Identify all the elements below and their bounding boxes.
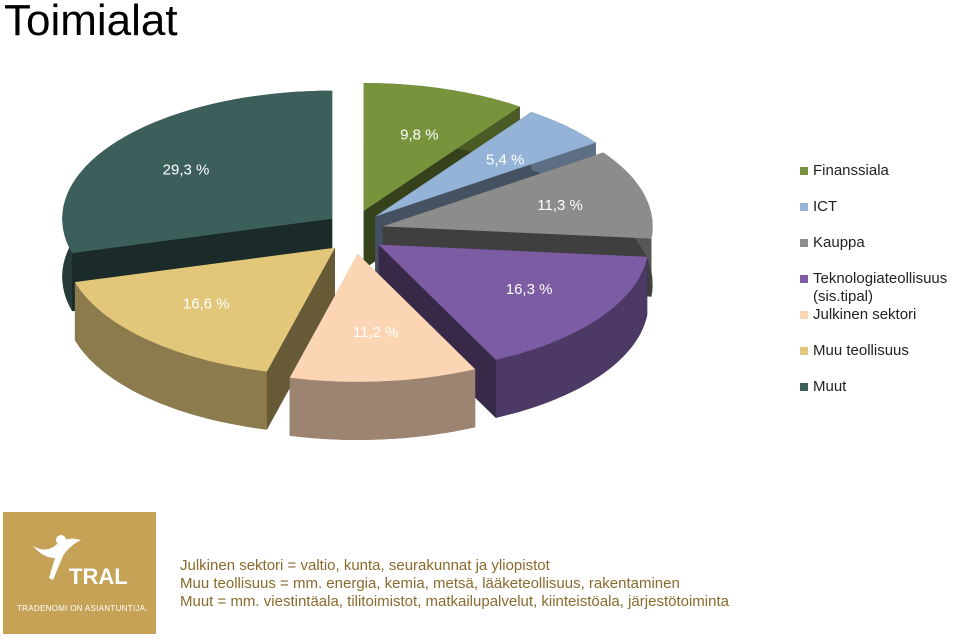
slice [74, 247, 336, 372]
slice-side [495, 256, 648, 418]
legend-label: Finanssiala [813, 162, 889, 179]
slice-side [289, 369, 476, 440]
data-label: 16,6 % [183, 295, 230, 312]
legend-label: Julkinen sektori [813, 306, 917, 323]
legend-swatch [800, 167, 808, 175]
note: Muu teollisuus = mm. energia, kemia, met… [180, 575, 680, 592]
data-label: 11,3 % [537, 197, 583, 214]
legend-item: ICT [800, 198, 960, 234]
legend-swatch [800, 347, 808, 355]
legend-swatch [800, 275, 808, 283]
slice [289, 253, 476, 440]
data-label: 9,8 % [400, 126, 438, 143]
data-label: 11,2 % [353, 324, 399, 341]
legend-swatch [800, 383, 808, 391]
slice [382, 152, 653, 239]
legend-item: Finanssiala [800, 162, 960, 198]
note: Muut = mm. viestintäala, tilitoimistot, … [180, 593, 729, 610]
slice [375, 112, 596, 217]
legend-swatch [800, 239, 808, 247]
slice [74, 247, 336, 430]
data-label: 5,4 % [486, 151, 524, 168]
legend-item: Kauppa [800, 234, 960, 270]
legend-item: Julkinen sektori [800, 306, 960, 342]
legend: Finanssiala ICT Kauppa Teknologiateollisuus… [800, 162, 960, 414]
title: Toimialat [4, 0, 178, 45]
data-label: 29,3 % [163, 162, 210, 179]
legend-label: ICT [813, 198, 838, 215]
legend-item: Muut [800, 378, 960, 414]
slice [363, 83, 520, 211]
logo: TRAL TRADENOMI ON ASIANTUNTIJA. [3, 512, 156, 634]
slice [62, 90, 333, 254]
chart: 9,8 % 5,4 % 11,3 % 16,3 % 11,2 % 16,6 % 29,3 % [62, 83, 653, 440]
data-label: 16,3 % [506, 281, 553, 298]
logo-tagline: TRADENOMI ON ASIANTUNTIJA. [17, 604, 148, 613]
legend-label: Muu teollisuus [813, 342, 909, 359]
slice [378, 244, 648, 418]
legend-item: Teknologiateollisuus (sis.tipal) [800, 270, 960, 306]
legend-swatch [800, 311, 808, 319]
logo-icon [33, 535, 81, 580]
note: Julkinen sektori = valtio, kunta, seurak… [180, 557, 550, 574]
slice [289, 253, 476, 382]
legend-swatch [800, 203, 808, 211]
legend-label: Kauppa [813, 234, 865, 251]
legend-item: Muu teollisuus [800, 342, 960, 378]
logo-name: TRAL [69, 564, 128, 589]
legend-label: Teknologiateollisuus (sis.tipal) [813, 270, 948, 305]
notes: Julkinen sektori = valtio, kunta, seurak… [180, 557, 729, 611]
slice [378, 244, 648, 360]
slice-side [74, 282, 267, 430]
legend-label: Muut [813, 378, 847, 395]
